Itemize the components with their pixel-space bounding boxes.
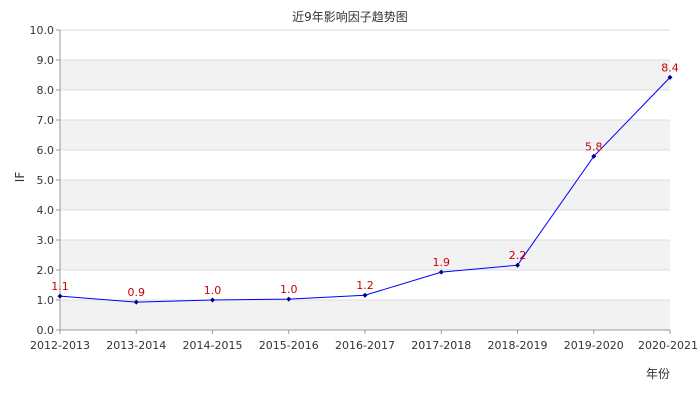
y-tick-label: 4.0 <box>37 204 55 217</box>
data-label: 2.2 <box>509 249 527 262</box>
data-point <box>133 299 139 305</box>
data-label: 1.9 <box>433 256 451 269</box>
data-point <box>210 297 215 303</box>
x-tick-label: 2012-2013 <box>30 339 90 352</box>
axes <box>59 30 671 334</box>
y-tick-labels: 0.0 1.0 2.0 3.0 4.0 5.0 6.0 7.0 8.0 9.0 10.0 <box>30 24 55 337</box>
y-tick-label: 3.0 <box>37 234 55 247</box>
data-label: 1.0 <box>280 283 298 296</box>
data-point <box>362 292 368 298</box>
x-tick-label: 2019-2020 <box>564 339 624 352</box>
y-tick-label: 10.0 <box>30 24 55 37</box>
data-point <box>591 153 597 159</box>
data-point <box>667 74 673 80</box>
data-label: 8.4 <box>661 61 679 74</box>
x-tick-label: 2020-2021 <box>638 339 698 352</box>
data-label: 1.0 <box>204 284 222 297</box>
x-tick-label: 2015-2016 <box>259 339 319 352</box>
y-tick-label: 8.0 <box>37 84 55 97</box>
plot-band <box>60 120 670 150</box>
x-tick-label: 2016-2017 <box>335 339 395 352</box>
y-tick-label: 7.0 <box>37 114 55 127</box>
plot-band <box>60 240 670 270</box>
y-tick-label: 6.0 <box>37 144 55 157</box>
data-point <box>57 293 63 299</box>
data-label: 1.2 <box>356 279 374 292</box>
y-tick-label: 2.0 <box>37 264 55 277</box>
data-labels: 1.1 0.9 1.0 1.0 1.2 1.9 2.2 5.8 8.4 <box>51 61 679 299</box>
plot-band <box>60 60 670 90</box>
chart-title: 近9年影响因子趋势图 <box>292 9 408 24</box>
plot-band <box>60 180 670 210</box>
data-point <box>286 296 292 302</box>
data-point <box>515 262 520 268</box>
data-points <box>57 74 673 305</box>
data-label: 5.8 <box>585 140 603 153</box>
y-axis-title: IF <box>13 172 27 183</box>
x-tick-labels: 2012-2013 2013-2014 2014-2015 2015-2016 2016… <box>30 339 698 352</box>
y-tick-label: 9.0 <box>37 54 55 67</box>
data-label: 0.9 <box>128 286 146 299</box>
x-tick-label: 2018-2019 <box>488 339 548 352</box>
y-tick-label: 0.0 <box>37 324 55 337</box>
x-tick-label: 2014-2015 <box>183 339 243 352</box>
x-tick-label: 2013-2014 <box>106 339 166 352</box>
data-point <box>438 269 444 275</box>
x-axis-title: 年份 <box>646 367 670 381</box>
data-label: 1.1 <box>51 280 69 293</box>
plot-bands <box>60 60 670 330</box>
plot-band <box>60 300 670 330</box>
y-tick-label: 5.0 <box>37 174 55 187</box>
gridlines <box>56 29 670 331</box>
x-tick-label: 2017-2018 <box>411 339 471 352</box>
y-tick-label: 1.0 <box>37 294 55 307</box>
